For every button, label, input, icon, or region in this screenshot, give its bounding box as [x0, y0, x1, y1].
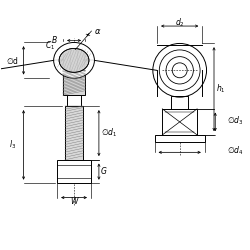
Bar: [63, 70, 85, 95]
Bar: [58, 160, 91, 184]
Text: $d_2$: $d_2$: [175, 16, 184, 29]
Text: $h_1$: $h_1$: [216, 83, 226, 96]
Text: W: W: [70, 197, 78, 206]
Text: B: B: [52, 36, 57, 45]
Ellipse shape: [59, 48, 89, 72]
Ellipse shape: [54, 42, 94, 78]
Bar: [162, 109, 197, 135]
Bar: [65, 106, 83, 160]
Bar: [155, 135, 204, 142]
Bar: [171, 96, 188, 109]
Bar: [67, 95, 81, 106]
Text: $C_1$: $C_1$: [45, 39, 56, 52]
Text: $l_3$: $l_3$: [9, 139, 16, 151]
Text: $\emptyset$d: $\emptyset$d: [6, 55, 19, 66]
Text: $\emptyset d_4$: $\emptyset d_4$: [227, 144, 244, 156]
Text: $\emptyset d_3$: $\emptyset d_3$: [227, 114, 244, 127]
Text: G: G: [101, 167, 107, 176]
Text: $\alpha$: $\alpha$: [94, 27, 101, 36]
Text: $\emptyset d_1$: $\emptyset d_1$: [101, 127, 117, 139]
